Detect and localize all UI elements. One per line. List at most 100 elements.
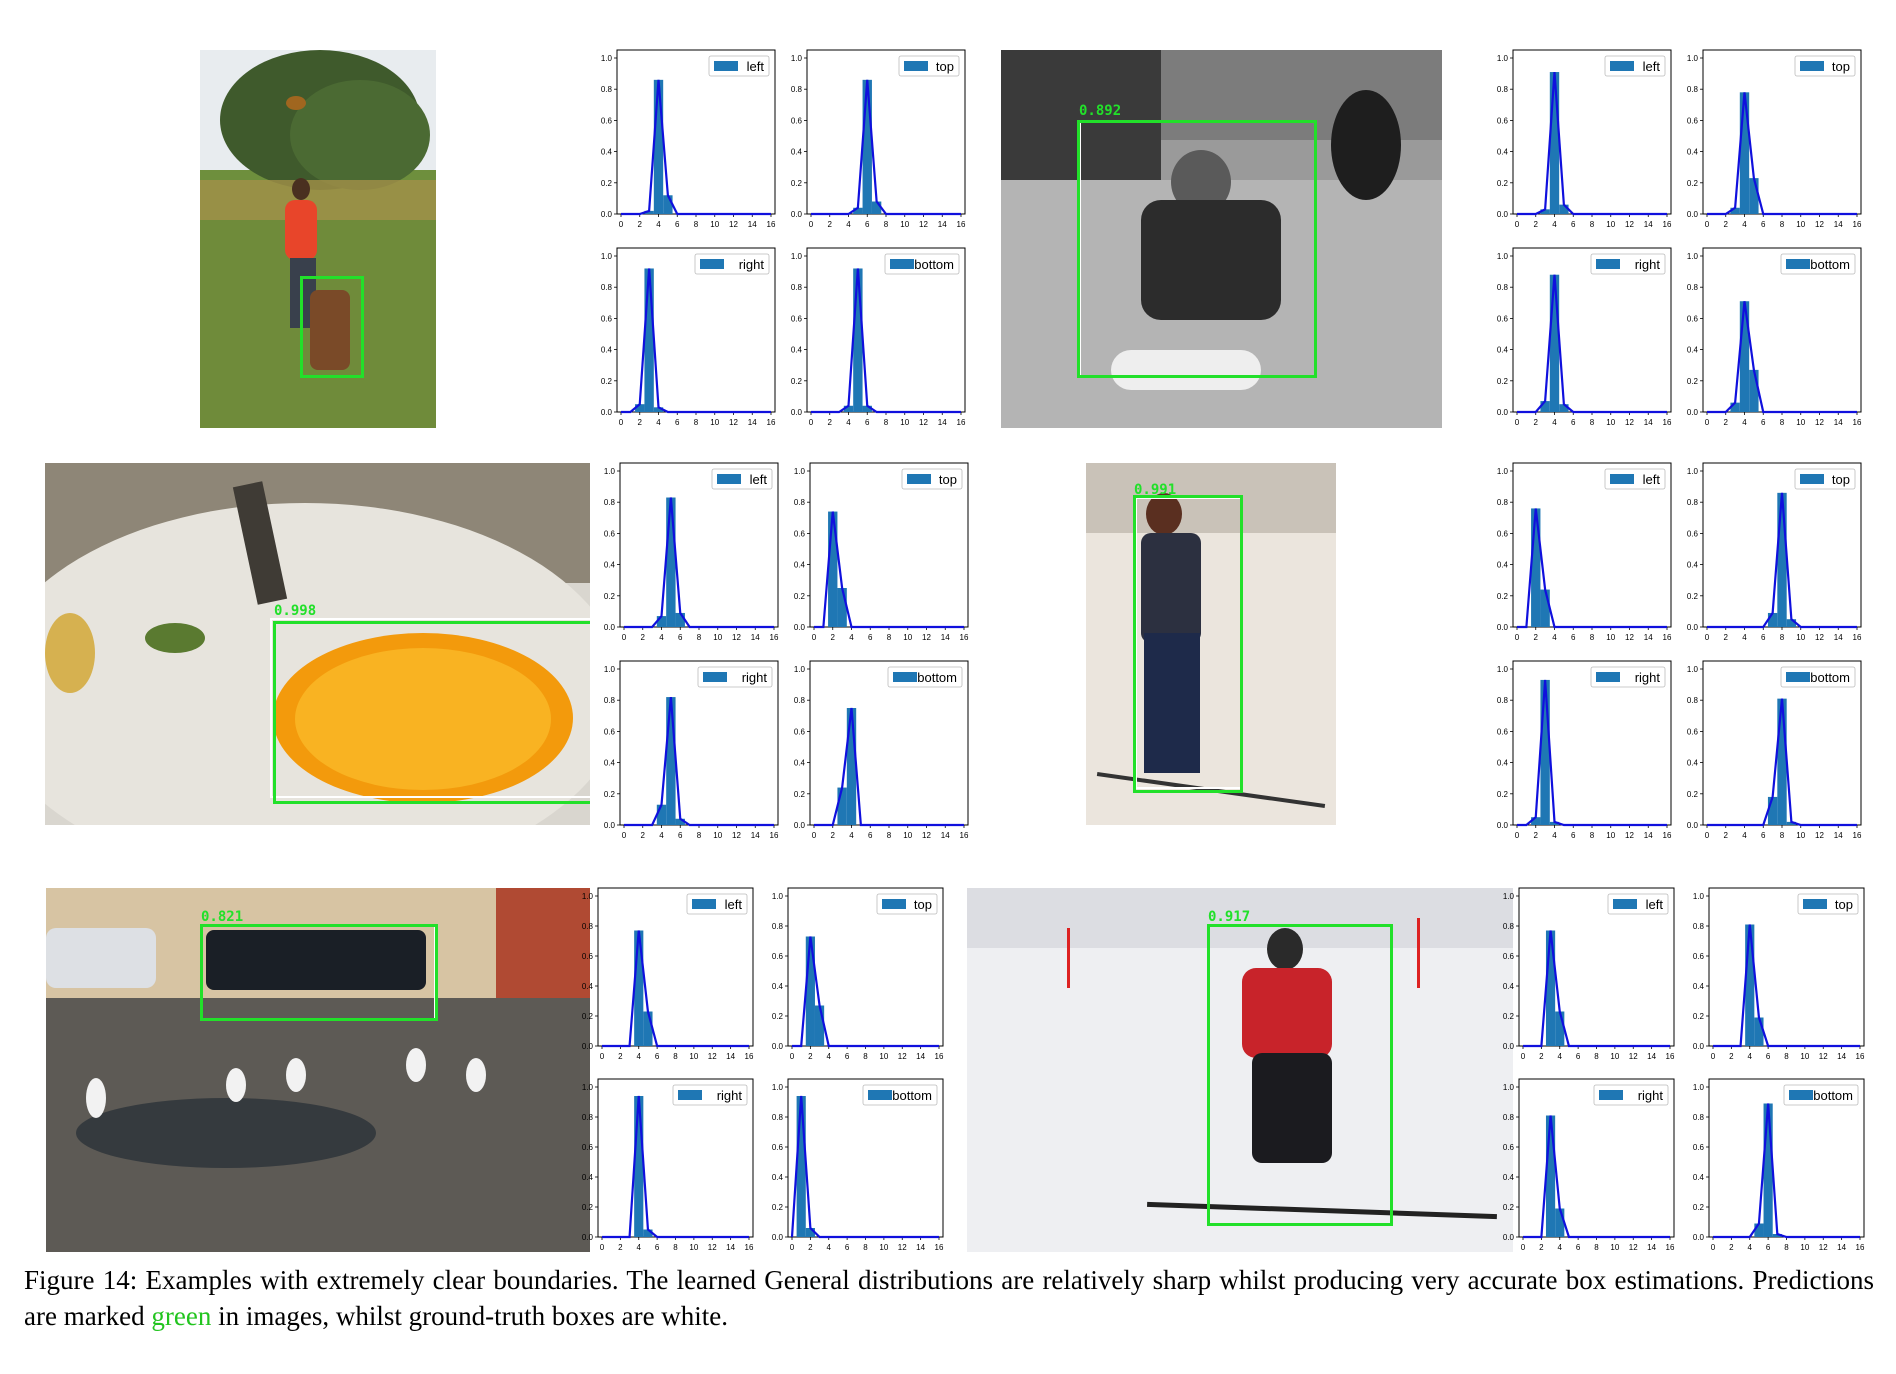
x-tick-label: 0 <box>1711 1243 1716 1252</box>
x-tick-label: 0 <box>790 1243 795 1252</box>
distribution-chart-top: 0.0 0.2 0.4 0.6 0.8 1.0 0 2 4 6 8 10 12 14 16 top <box>1687 49 1862 229</box>
x-tick-label: 6 <box>1571 633 1576 642</box>
y-tick-label: 0.8 <box>1497 696 1509 705</box>
y-tick-label: 0.8 <box>772 922 784 931</box>
x-tick-label: 6 <box>1766 1243 1771 1252</box>
x-tick-label: 8 <box>1590 418 1595 427</box>
x-tick-label: 6 <box>865 220 870 229</box>
y-tick-label: 0.4 <box>791 148 803 157</box>
distribution-chart-left: 0.0 0.2 0.4 0.6 0.8 1.0 0 2 4 6 8 10 12 14 16 left <box>1497 462 1672 642</box>
x-tick-label: 0 <box>622 633 627 642</box>
y-tick-label: 0.2 <box>1687 377 1699 386</box>
caption-suffix: in images, whilst ground-truth boxes are… <box>211 1301 729 1331</box>
y-tick-label: 0.4 <box>601 148 613 157</box>
y-tick-label: 0.0 <box>604 821 616 830</box>
x-tick-label: 14 <box>916 1052 925 1061</box>
distribution-bar <box>1549 821 1560 825</box>
legend-swatch <box>893 672 917 682</box>
y-tick-label: 0.8 <box>604 498 616 507</box>
y-tick-label: 0.6 <box>604 529 616 538</box>
x-tick-label: 14 <box>1644 633 1653 642</box>
x-tick-label: 12 <box>1625 831 1634 840</box>
distribution-bar <box>1559 404 1569 412</box>
x-tick-label: 10 <box>900 220 909 229</box>
y-tick-label: 0.0 <box>1497 821 1509 830</box>
x-tick-label: 14 <box>1834 831 1843 840</box>
legend-label: left <box>750 472 768 487</box>
x-tick-label: 16 <box>960 633 969 642</box>
distribution-bar <box>1531 817 1541 825</box>
x-tick-label: 8 <box>884 220 889 229</box>
distribution-bar <box>1540 209 1550 214</box>
x-tick-label: 10 <box>1606 220 1615 229</box>
y-tick-label: 0.4 <box>582 1173 594 1182</box>
prediction-box <box>200 924 438 1021</box>
y-tick-label: 0.4 <box>604 561 616 570</box>
y-tick-label: 0.8 <box>791 283 803 292</box>
y-tick-label: 0.4 <box>1687 148 1699 157</box>
y-tick-label: 0.8 <box>772 1113 784 1122</box>
distribution-bar <box>656 804 667 825</box>
y-tick-label: 0.8 <box>601 85 613 94</box>
x-tick-label: 4 <box>1742 418 1747 427</box>
distribution-bar <box>814 1005 825 1046</box>
distribution-curve <box>790 1095 939 1239</box>
x-tick-label: 8 <box>1594 1052 1599 1061</box>
legend-swatch <box>1786 672 1810 682</box>
x-tick-label: 10 <box>689 1243 698 1252</box>
y-tick-label: 0.2 <box>1687 790 1699 799</box>
distribution-curve <box>1517 508 1667 629</box>
photo-truck-egrets: 0.821 <box>46 888 590 1252</box>
photo-dog <box>200 50 436 428</box>
y-tick-label: 0.8 <box>1687 283 1699 292</box>
x-tick-label: 10 <box>710 418 719 427</box>
y-tick-label: 1.0 <box>772 892 784 901</box>
legend-swatch <box>904 61 928 71</box>
y-tick-label: 1.0 <box>1687 665 1699 674</box>
distribution-bar <box>1772 1234 1782 1237</box>
y-tick-label: 0.6 <box>794 529 806 538</box>
x-tick-label: 16 <box>767 220 776 229</box>
distribution-chart-right: 0.0 0.2 0.4 0.6 0.8 1.0 0 2 4 6 8 10 12 14 16 right <box>1503 1078 1675 1252</box>
distribution-bar <box>846 708 857 825</box>
distribution-bar <box>1777 698 1787 825</box>
x-tick-label: 4 <box>1748 1052 1753 1061</box>
x-tick-label: 16 <box>960 831 969 840</box>
distribution-curve <box>1523 1115 1670 1239</box>
distribution-chart-left: 0.0 0.2 0.4 0.6 0.8 1.0 0 2 4 6 8 10 12 14 16 left <box>1497 49 1672 229</box>
x-tick-label: 0 <box>812 831 817 840</box>
x-tick-label: 6 <box>1571 220 1576 229</box>
distribution-bar <box>1540 589 1550 627</box>
x-tick-label: 14 <box>1837 1052 1846 1061</box>
x-tick-label: 14 <box>726 1243 735 1252</box>
legend-label: bottom <box>892 1088 932 1103</box>
x-tick-label: 6 <box>1576 1243 1581 1252</box>
y-tick-label: 0.0 <box>1497 210 1509 219</box>
distribution-curve <box>1707 92 1857 216</box>
x-tick-label: 14 <box>1644 418 1653 427</box>
x-tick-label: 2 <box>1729 1052 1734 1061</box>
distribution-chart-top: 0.0 0.2 0.4 0.6 0.8 1.0 0 2 4 6 8 10 12 14 16 top <box>794 462 969 642</box>
y-tick-label: 1.0 <box>1503 1083 1515 1092</box>
distribution-curve <box>602 1095 749 1239</box>
legend-swatch <box>1803 899 1827 909</box>
x-tick-label: 10 <box>713 831 722 840</box>
distribution-bar <box>1545 1115 1556 1237</box>
prediction-box <box>1133 495 1243 793</box>
x-tick-label: 6 <box>1761 633 1766 642</box>
y-tick-label: 1.0 <box>1693 1083 1705 1092</box>
x-tick-label: 10 <box>900 418 909 427</box>
y-tick-label: 1.0 <box>1687 252 1699 261</box>
x-tick-label: 6 <box>845 1052 850 1061</box>
y-tick-label: 0.2 <box>1497 592 1509 601</box>
photo-child-sled: 0.892 <box>1001 50 1442 428</box>
y-tick-label: 0.4 <box>772 1173 784 1182</box>
distribution-bar <box>1739 301 1750 412</box>
x-tick-label: 4 <box>846 418 851 427</box>
y-tick-label: 0.2 <box>1503 1012 1515 1021</box>
x-tick-label: 2 <box>638 220 643 229</box>
distribution-bar <box>862 405 872 412</box>
x-tick-label: 16 <box>1666 1052 1675 1061</box>
x-tick-label: 2 <box>1724 831 1729 840</box>
distribution-bar <box>643 1229 653 1237</box>
